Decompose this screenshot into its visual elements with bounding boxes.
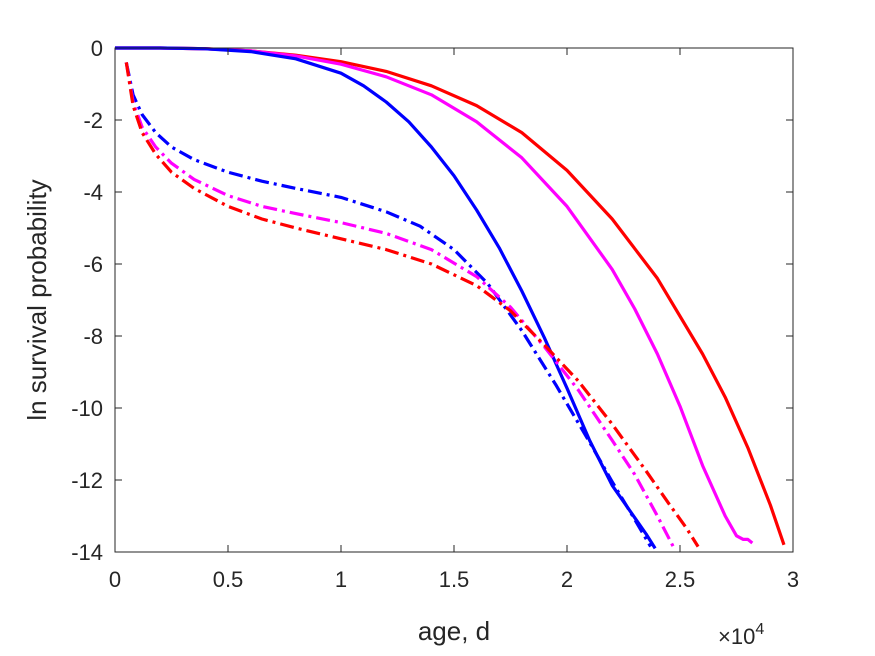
y-tick-label: -12 <box>71 468 103 493</box>
y-tick-label: 0 <box>91 36 103 61</box>
x-axis-multiplier: ×104 <box>718 621 764 649</box>
x-axis-label: age, d <box>418 616 490 646</box>
tick-layer: 0 0.5 1 1.5 2 2.5 3 0 -2 -4 -6 -8 -10 -12 -14 <box>71 36 799 592</box>
y-tick-label: -10 <box>71 396 103 421</box>
y-tick-label: -8 <box>83 324 103 349</box>
series-line-4 <box>124 62 653 548</box>
x-multiplier-exponent: 4 <box>755 621 764 638</box>
series-line-3 <box>115 46 657 550</box>
x-tick-label: 1.5 <box>439 567 470 592</box>
y-tick-label: -2 <box>83 108 103 133</box>
y-tick-label: -4 <box>83 180 103 205</box>
x-tick-label: 0 <box>109 567 121 592</box>
x-multiplier-base: ×10 <box>718 624 755 649</box>
series-line-1 <box>115 46 786 546</box>
x-tick-label: 1 <box>335 567 347 592</box>
plot-frame <box>114 47 794 553</box>
series-layer <box>115 46 786 550</box>
series-line-6 <box>124 62 700 548</box>
series-line-2 <box>115 46 754 545</box>
y-tick-label: -6 <box>83 252 103 277</box>
x-tick-label: 2.5 <box>665 567 696 592</box>
y-tick-label: -14 <box>71 540 103 565</box>
x-tick-label: 0.5 <box>213 567 244 592</box>
y-axis-label: ln survival probability <box>22 179 52 420</box>
x-tick-label: 3 <box>787 567 799 592</box>
x-tick-label: 2 <box>561 567 573 592</box>
series-line-5 <box>124 62 675 548</box>
